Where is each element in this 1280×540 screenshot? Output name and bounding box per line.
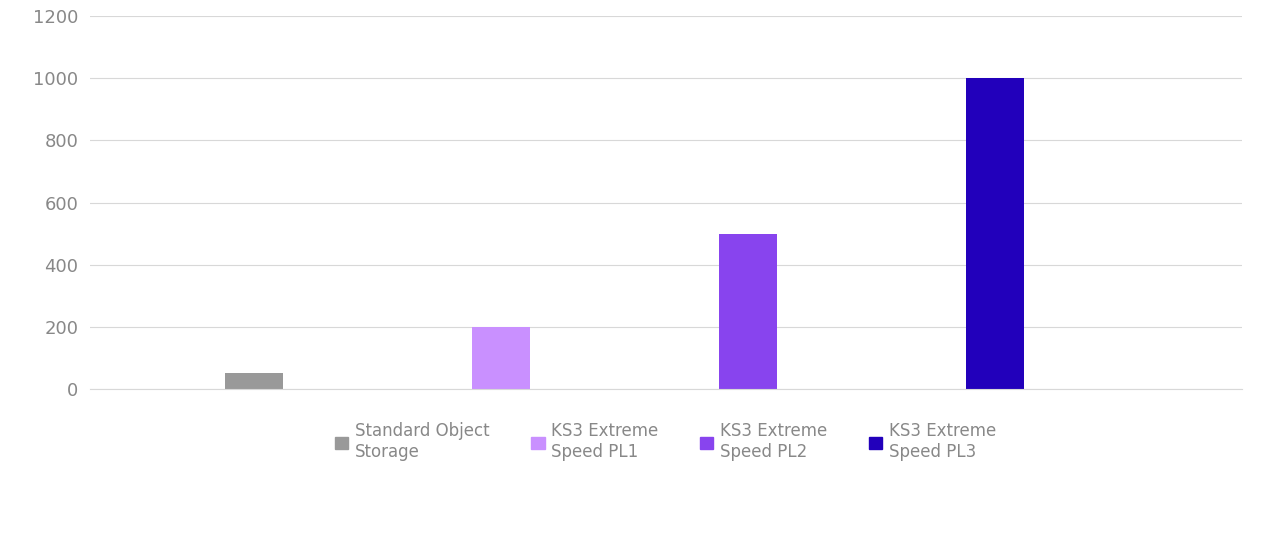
Bar xyxy=(225,373,283,389)
Bar xyxy=(719,233,777,389)
Legend: Standard Object
Storage, KS3 Extreme
Speed PL1, KS3 Extreme
Speed PL2, KS3 Extre: Standard Object Storage, KS3 Extreme Spe… xyxy=(328,416,1004,468)
Bar xyxy=(472,327,530,389)
Bar xyxy=(966,78,1024,389)
